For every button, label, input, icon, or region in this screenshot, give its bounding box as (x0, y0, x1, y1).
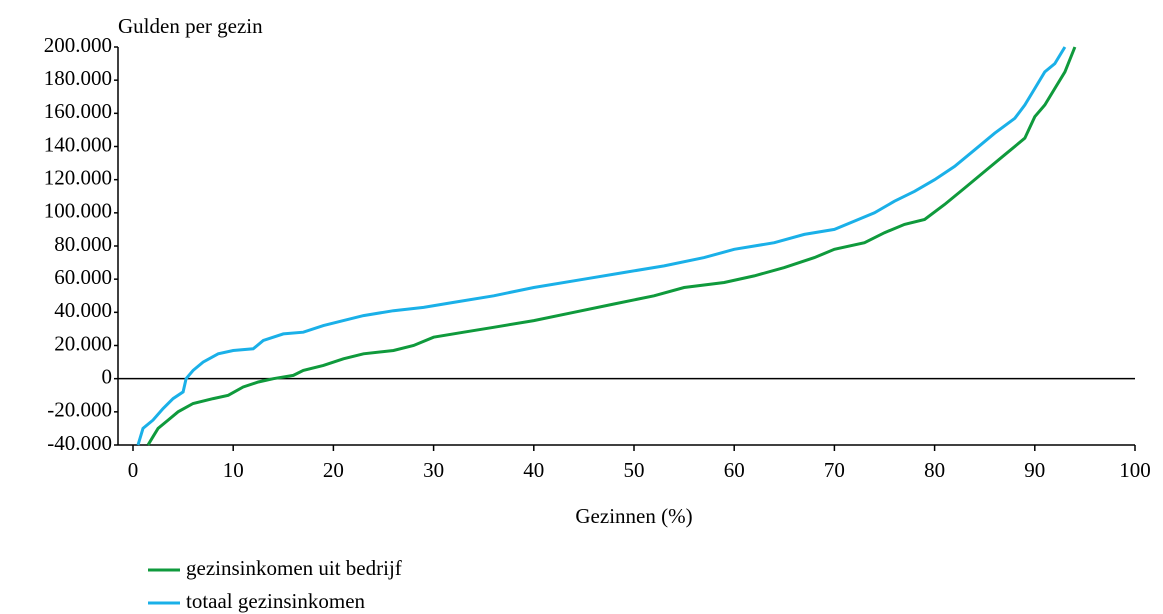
y-tick-label: 200.000 (44, 33, 112, 57)
y-tick-label: -20.000 (47, 398, 112, 422)
x-tick-label: 100 (1119, 458, 1151, 482)
x-tick-label: 70 (824, 458, 845, 482)
y-tick-label: 20.000 (54, 331, 112, 355)
x-tick-label: 90 (1024, 458, 1045, 482)
y-tick-label: 140.000 (44, 132, 112, 156)
x-tick-label: 40 (523, 458, 544, 482)
y-tick-label: 80.000 (54, 232, 112, 256)
x-tick-label: 10 (223, 458, 244, 482)
y-tick-label: 160.000 (44, 99, 112, 123)
y-tick-label: 120.000 (44, 165, 112, 189)
x-tick-label: 30 (423, 458, 444, 482)
y-tick-label: -40.000 (47, 431, 112, 455)
y-axis-title: Gulden per gezin (118, 14, 263, 38)
y-tick-label: 100.000 (44, 199, 112, 223)
legend-label: gezinsinkomen uit bedrijf (186, 556, 402, 580)
data-line (136, 46, 1067, 446)
x-tick-label: 0 (128, 458, 139, 482)
legend-label: totaal gezinsinkomen (186, 589, 366, 613)
x-tick-label: 80 (924, 458, 945, 482)
x-axis-title: Gezinnen (%) (575, 504, 692, 528)
x-tick-label: 20 (323, 458, 344, 482)
x-tick-label: 50 (624, 458, 645, 482)
data-line (146, 46, 1077, 446)
y-tick-label: 40.000 (54, 298, 112, 322)
x-tick-label: 60 (724, 458, 745, 482)
y-tick-label: 0 (102, 364, 113, 388)
y-tick-label: 60.000 (54, 265, 112, 289)
y-tick-label: 180.000 (44, 66, 112, 90)
